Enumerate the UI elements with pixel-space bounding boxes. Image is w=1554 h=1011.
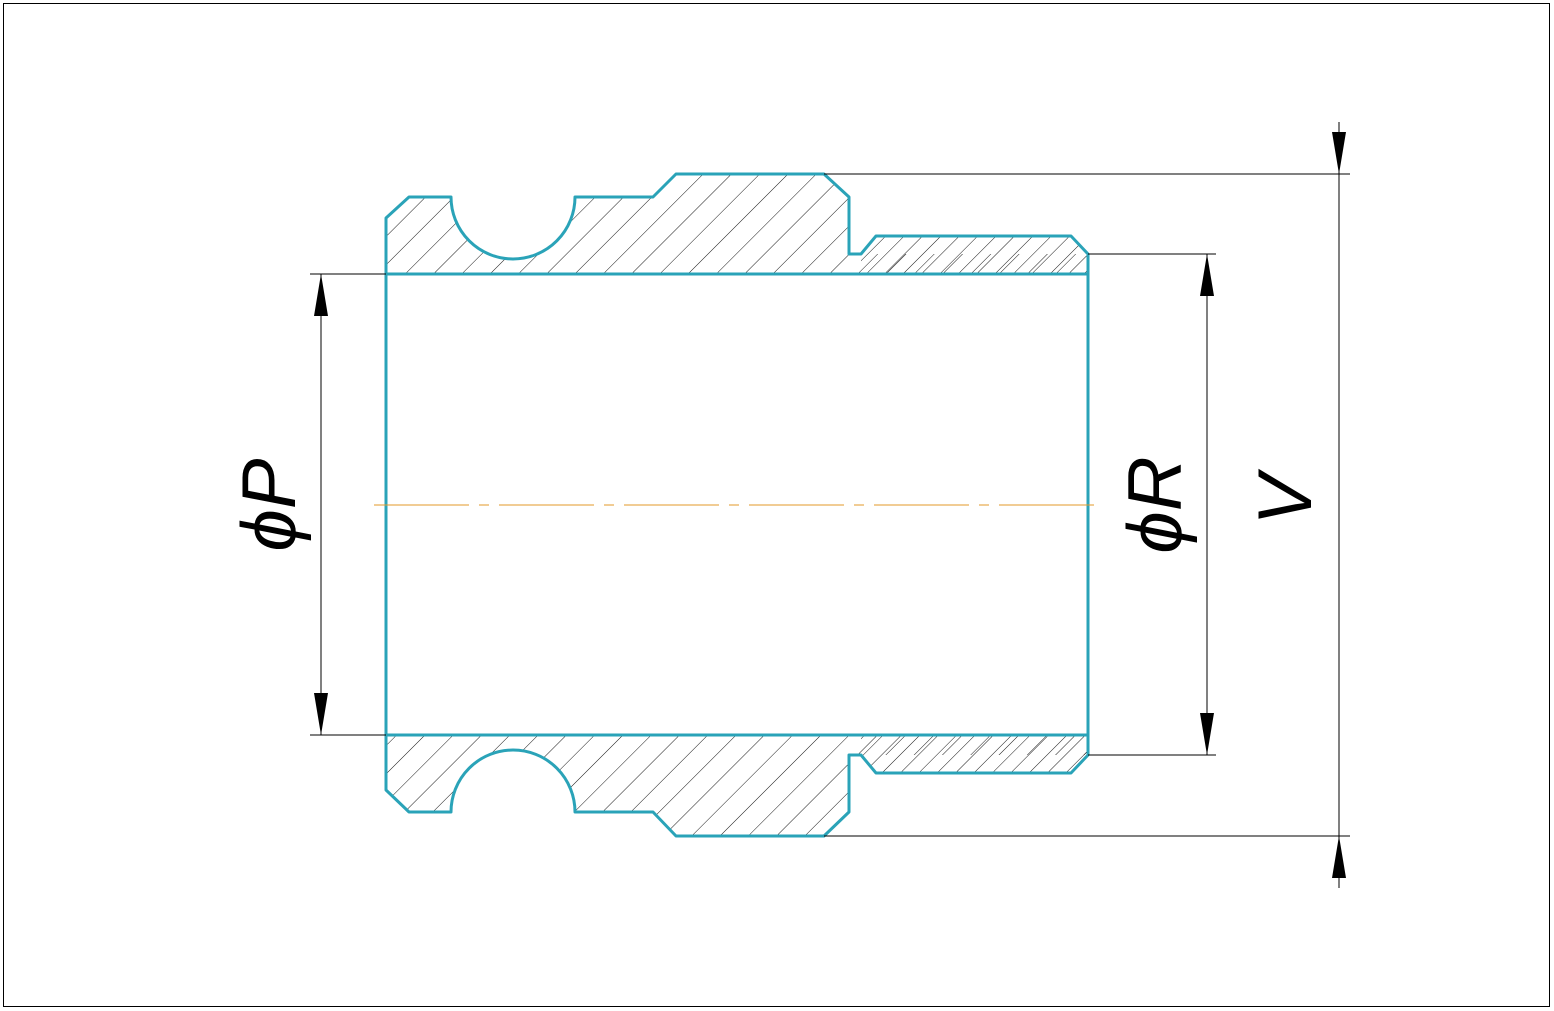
arrowhead-up <box>1200 254 1214 296</box>
section-bottom-thread <box>861 735 1088 773</box>
arrowhead-down <box>1332 132 1346 174</box>
overall-diameter-label: V <box>1243 468 1328 525</box>
dimension-thread-diameter <box>1088 253 1216 756</box>
part-outline <box>384 172 1090 838</box>
arrowhead-up <box>314 274 328 316</box>
section-top-main <box>386 174 1088 274</box>
dimension-overall-diameter <box>824 122 1350 888</box>
thread-diameter-label: ϕR <box>1113 456 1198 553</box>
arrowhead-up <box>1332 836 1346 878</box>
arrowhead-down <box>1200 713 1214 755</box>
section-top-thread <box>861 236 1088 274</box>
outline-bottom <box>384 735 1090 838</box>
inner-diameter-label: ϕP <box>227 458 312 551</box>
dimension-inner-diameter <box>310 273 386 736</box>
arrowhead-down <box>314 693 328 735</box>
drawing-frame <box>3 3 1550 1007</box>
outline-top <box>384 172 1090 274</box>
section-bottom-main <box>386 735 1088 836</box>
